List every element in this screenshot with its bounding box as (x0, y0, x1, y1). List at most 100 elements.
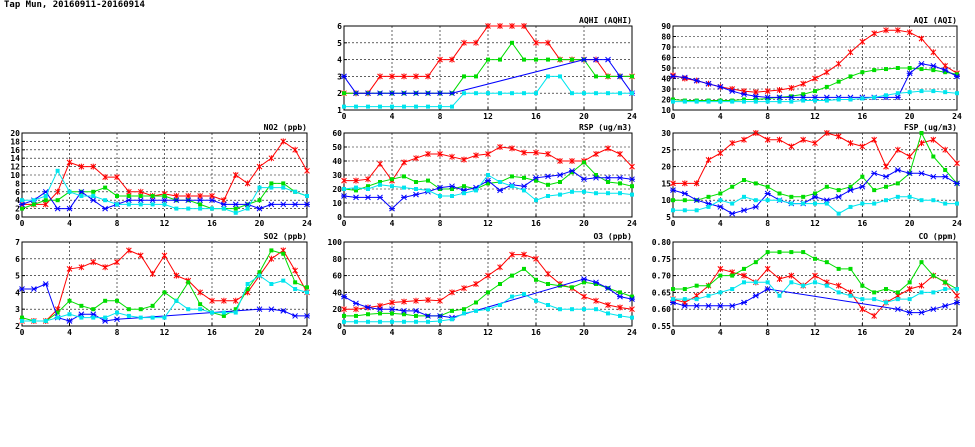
o3-point-cyan (486, 307, 490, 312)
so2-point-cyan (115, 310, 119, 315)
so2-point-blue (66, 318, 73, 324)
co-point-cyan (742, 280, 746, 285)
aqi-point-red (847, 49, 854, 56)
aqhi-point-red (533, 39, 539, 46)
no2-point-cyan (20, 198, 24, 203)
o3-point-cyan (546, 303, 550, 307)
x-tick-label: 12 (160, 328, 170, 337)
x-tick-label: 4 (67, 219, 72, 228)
y-tick-label: 1 (337, 106, 342, 115)
rsp-point-cyan (522, 188, 526, 193)
rsp-point-blue (341, 193, 347, 199)
aqhi-point-green (570, 57, 574, 62)
no2-point-cyan (174, 206, 179, 211)
y-tick-label: 3 (337, 72, 342, 81)
no2-point-green (269, 181, 274, 186)
fsp-point-cyan (907, 194, 912, 199)
o3-point-cyan (414, 319, 418, 324)
aqhi-point-red (473, 39, 479, 46)
o3-point-green (522, 266, 526, 271)
no2-point-cyan (55, 168, 60, 173)
x-tick-label: 8 (438, 112, 443, 121)
y-tick-label: 20 (10, 129, 20, 138)
rsp-point-red (425, 151, 431, 157)
so2-point-cyan (67, 312, 72, 317)
so2-point-green (103, 298, 108, 303)
so2-point-green (79, 303, 84, 308)
no2-point-cyan (281, 185, 286, 190)
o3-point-red (473, 281, 479, 287)
co-point-cyan (730, 287, 735, 292)
o3-point-cyan (450, 317, 454, 322)
y-tick-label: 14 (10, 154, 20, 163)
fsp-point-blue (693, 197, 700, 204)
x-tick-label: 8 (115, 328, 120, 337)
aqhi-point-blue (377, 90, 383, 97)
co-point-blue (930, 306, 937, 313)
aqhi-point-cyan (510, 91, 514, 96)
aqi-point-blue (894, 94, 901, 101)
aqi-point-green (765, 96, 770, 101)
y-tick-label: 60 (332, 272, 342, 281)
x-tick-label: 4 (718, 328, 723, 337)
aqhi-point-red (521, 23, 527, 29)
fsp-point-blue (871, 170, 878, 177)
aqhi-point-blue (365, 90, 371, 97)
o3-point-cyan (354, 319, 358, 324)
o3-point-green (534, 277, 538, 282)
no2-point-green (126, 194, 131, 198)
aqhi-point-cyan (558, 74, 562, 79)
rsp-point-green (486, 181, 490, 186)
fsp-point-green (730, 184, 735, 189)
rsp-point-green (414, 180, 418, 184)
aqhi-point-blue (401, 90, 407, 97)
o3-point-red (425, 296, 431, 303)
aqi-point-cyan (919, 89, 924, 94)
x-tick-label: 16 (531, 328, 541, 337)
no2-point-green (233, 206, 238, 211)
so2-point-cyan (210, 310, 214, 315)
no2-point-cyan (233, 210, 238, 215)
aqhi-point-cyan (462, 91, 466, 96)
so2-point-red (149, 270, 156, 277)
aqi-point-blue (681, 74, 688, 81)
y-tick-label: 2 (15, 322, 20, 331)
aqhi-point-green (630, 74, 634, 79)
no2-point-cyan (245, 206, 250, 211)
y-tick-label: 0.70 (652, 272, 671, 281)
y-tick-label: 30 (332, 171, 342, 180)
no2-point-cyan (91, 194, 96, 198)
rsp-point-blue (593, 174, 599, 181)
co-point-green (943, 280, 948, 285)
rsp-point-blue (605, 174, 611, 181)
aqhi-point-red (485, 23, 491, 29)
co-point-blue (705, 302, 712, 309)
rsp-point-red (341, 177, 347, 184)
aqi-point-cyan (753, 99, 758, 104)
co-point-red (788, 272, 795, 279)
fsp-point-green (931, 154, 936, 159)
aqhi-point-red (437, 56, 443, 63)
x-tick-label: 24 (302, 328, 312, 337)
fsp-point-green (742, 178, 746, 183)
rsp-point-cyan (426, 188, 430, 193)
o3-point-cyan (558, 307, 562, 312)
x-tick-label: 12 (810, 112, 820, 121)
o3-point-green (414, 313, 418, 318)
no2-point-blue (19, 201, 25, 208)
no2-point-red (232, 172, 239, 178)
y-tick-label: 20 (661, 96, 671, 105)
fsp-point-red (835, 133, 842, 140)
co-point-cyan (919, 290, 924, 295)
o3-point-green (450, 308, 454, 313)
y-tick-label: 6 (15, 188, 20, 197)
x-tick-label: 16 (207, 328, 217, 337)
co-point-red (776, 275, 783, 282)
no2-point-green (257, 198, 262, 203)
co-point-cyan (694, 297, 699, 302)
aqi-point-cyan (706, 99, 711, 104)
aqhi-point-cyan (618, 91, 622, 96)
so2-point-red (137, 252, 144, 259)
no2-point-cyan (186, 206, 191, 211)
x-tick-label: 20 (579, 328, 589, 337)
